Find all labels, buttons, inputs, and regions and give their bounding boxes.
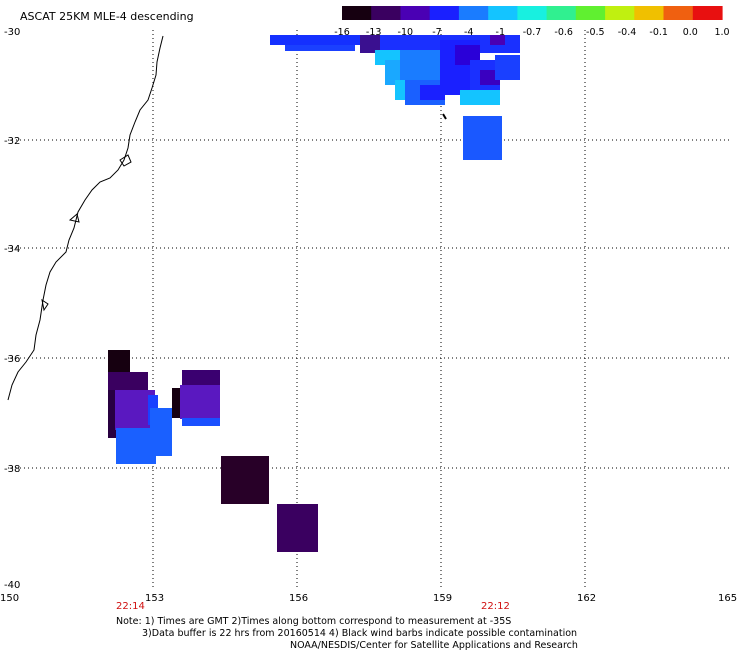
colorbar-label: -0.7 (523, 27, 542, 38)
colorbar-label: -13 (366, 27, 382, 38)
lon-label: 162 (577, 593, 596, 604)
lon-label: 165 (718, 593, 737, 604)
colorbar-label: -7 (432, 27, 441, 38)
colorbar-label: 1.0 (714, 27, 729, 38)
lat-label: -30 (4, 27, 20, 38)
lon-label: 156 (289, 593, 308, 604)
colorbar-swatch (488, 6, 518, 20)
colorbar-swatch (342, 6, 372, 20)
swath-south (108, 350, 318, 552)
colorbar-swatch (429, 6, 460, 20)
lat-axis-labels: -30 -32 -34 -36 -38 -40 (4, 27, 20, 591)
colorbar-label: -4 (464, 27, 473, 38)
time-label-left: 22:14 (116, 601, 145, 612)
colorbar-label: -0.6 (554, 27, 573, 38)
lat-label: -38 (4, 464, 20, 475)
colorbar-swatch (458, 6, 489, 20)
lat-label: -32 (4, 136, 20, 147)
colorbar-swatch (634, 6, 665, 20)
time-label-right: 22:12 (481, 601, 510, 612)
colorbar-label: 0.0 (683, 27, 698, 38)
colorbar-swatch (605, 6, 635, 20)
colorbar-swatch (692, 6, 723, 20)
colorbar-label: -16 (334, 27, 350, 38)
lat-label: -40 (4, 580, 20, 591)
lat-label: -36 (4, 354, 20, 365)
colorbar-label: -10 (398, 27, 414, 38)
colorbar-label: -1 (496, 27, 505, 38)
colorbar-swatch (575, 6, 606, 20)
lon-axis-labels: 150 153 156 159 162 165 (0, 593, 737, 604)
lon-label: 153 (145, 593, 164, 604)
swath-north (270, 35, 520, 160)
colorbar-swatch (371, 6, 401, 20)
colorbar-label: -0.1 (649, 27, 668, 38)
lon-label: 159 (433, 593, 452, 604)
colorbar: -16 -13 -10 -7 -4 -1 -0.7 -0.6 -0.5 -0.4 -0.1 0.0 1.… (334, 6, 730, 38)
lat-lon-grid (8, 30, 730, 590)
note-line-2: 3)Data buffer is 22 hrs from 20160514 4)… (142, 628, 577, 639)
map-title: ASCAT 25KM MLE-4 descending (20, 10, 194, 23)
note-line-1: Note: 1) Times are GMT 2)Times along bot… (116, 616, 511, 627)
island-marker (442, 113, 447, 120)
colorbar-swatch (400, 6, 431, 20)
coastline (7, 35, 164, 401)
coastline-detail (41, 154, 132, 312)
colorbar-swatch (517, 6, 548, 20)
colorbar-label: -0.5 (586, 27, 605, 38)
lon-label: 150 (0, 593, 19, 604)
colorbar-label: -0.4 (618, 27, 637, 38)
colorbar-swatch (546, 6, 577, 20)
note-line-3: NOAA/NESDIS/Center for Satellite Applica… (290, 640, 578, 650)
colorbar-swatch (663, 6, 694, 20)
lat-label: -34 (4, 244, 20, 255)
